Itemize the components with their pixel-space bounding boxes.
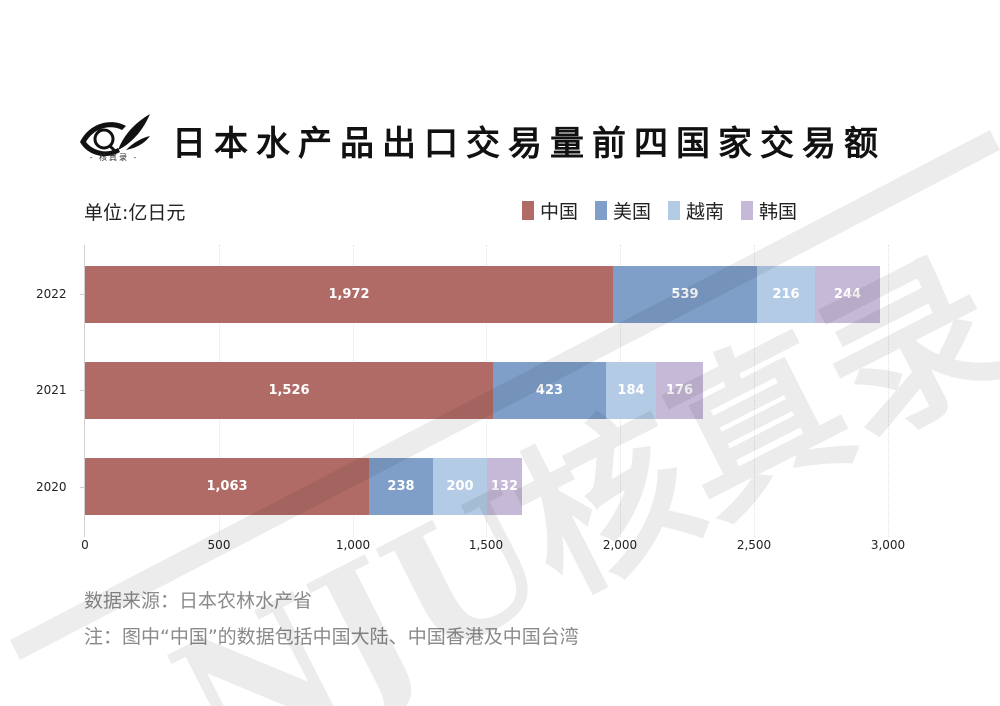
legend-label: 美国 [613, 201, 652, 223]
bar-segment-vietnam: 184 [606, 362, 656, 419]
y-tick [80, 294, 84, 295]
legend-swatch-vietnam [668, 201, 681, 220]
bar-2021: 1,526 423 184 176 [85, 362, 703, 419]
bar-segment-korea: 244 [815, 266, 880, 323]
gridline [888, 245, 889, 537]
bar-segment-china: 1,526 [85, 362, 493, 419]
legend-item-vietnam: 越南 [668, 197, 724, 224]
gridline [754, 245, 755, 537]
bar-segment-usa: 238 [369, 458, 433, 515]
legend-label: 中国 [540, 201, 579, 223]
x-tick-label: 1,500 [468, 538, 504, 552]
legend-item-china: 中国 [522, 197, 578, 224]
bar-segment-korea: 132 [487, 458, 522, 515]
footnote: 注：图中“中国”的数据包括中国大陆、中国香港及中国台湾 [84, 626, 579, 648]
legend-swatch-usa [595, 201, 608, 220]
x-tick-label: 1,000 [335, 538, 371, 552]
legend-item-korea: 韩国 [741, 197, 797, 224]
y-tick-label: 2021 [36, 383, 67, 397]
bar-segment-vietnam: 200 [433, 458, 487, 515]
legend-label: 越南 [686, 201, 725, 223]
bar-2020: 1,063 238 200 132 [85, 458, 522, 515]
bar-segment-korea: 176 [656, 362, 703, 419]
y-tick [80, 487, 84, 488]
data-source: 数据来源：日本农林水产省 [84, 590, 313, 612]
x-tick-label: 2,500 [736, 538, 772, 552]
y-tick-label: 2020 [36, 480, 67, 494]
bar-segment-china: 1,063 [85, 458, 369, 515]
bar-2022: 1,972 539 216 244 [85, 266, 880, 323]
x-tick-label: 0 [81, 538, 89, 552]
logo-eye-icon [80, 114, 150, 157]
x-tick-label: 500 [207, 538, 231, 552]
bar-segment-usa: 539 [613, 266, 757, 323]
unit-label: 单位:亿日元 [84, 202, 186, 224]
y-axis-line [84, 245, 85, 537]
bar-segment-china: 1,972 [85, 266, 613, 323]
chart-title: 日本水产品出口交易量前四国家交易额 [172, 124, 886, 164]
bar-segment-vietnam: 216 [757, 266, 815, 323]
bar-segment-usa: 423 [493, 362, 606, 419]
x-tick-label: 3,000 [870, 538, 906, 552]
y-tick [80, 390, 84, 391]
legend-label: 韩国 [759, 201, 798, 223]
y-tick-label: 2022 [36, 287, 67, 301]
logo-caption: - 核真录 - [89, 153, 139, 162]
legend-item-usa: 美国 [595, 197, 651, 224]
legend: 中国 美国 越南 韩国 [522, 197, 814, 224]
x-tick-label: 2,000 [602, 538, 638, 552]
legend-swatch-china [522, 201, 534, 220]
legend-swatch-korea [741, 201, 754, 220]
